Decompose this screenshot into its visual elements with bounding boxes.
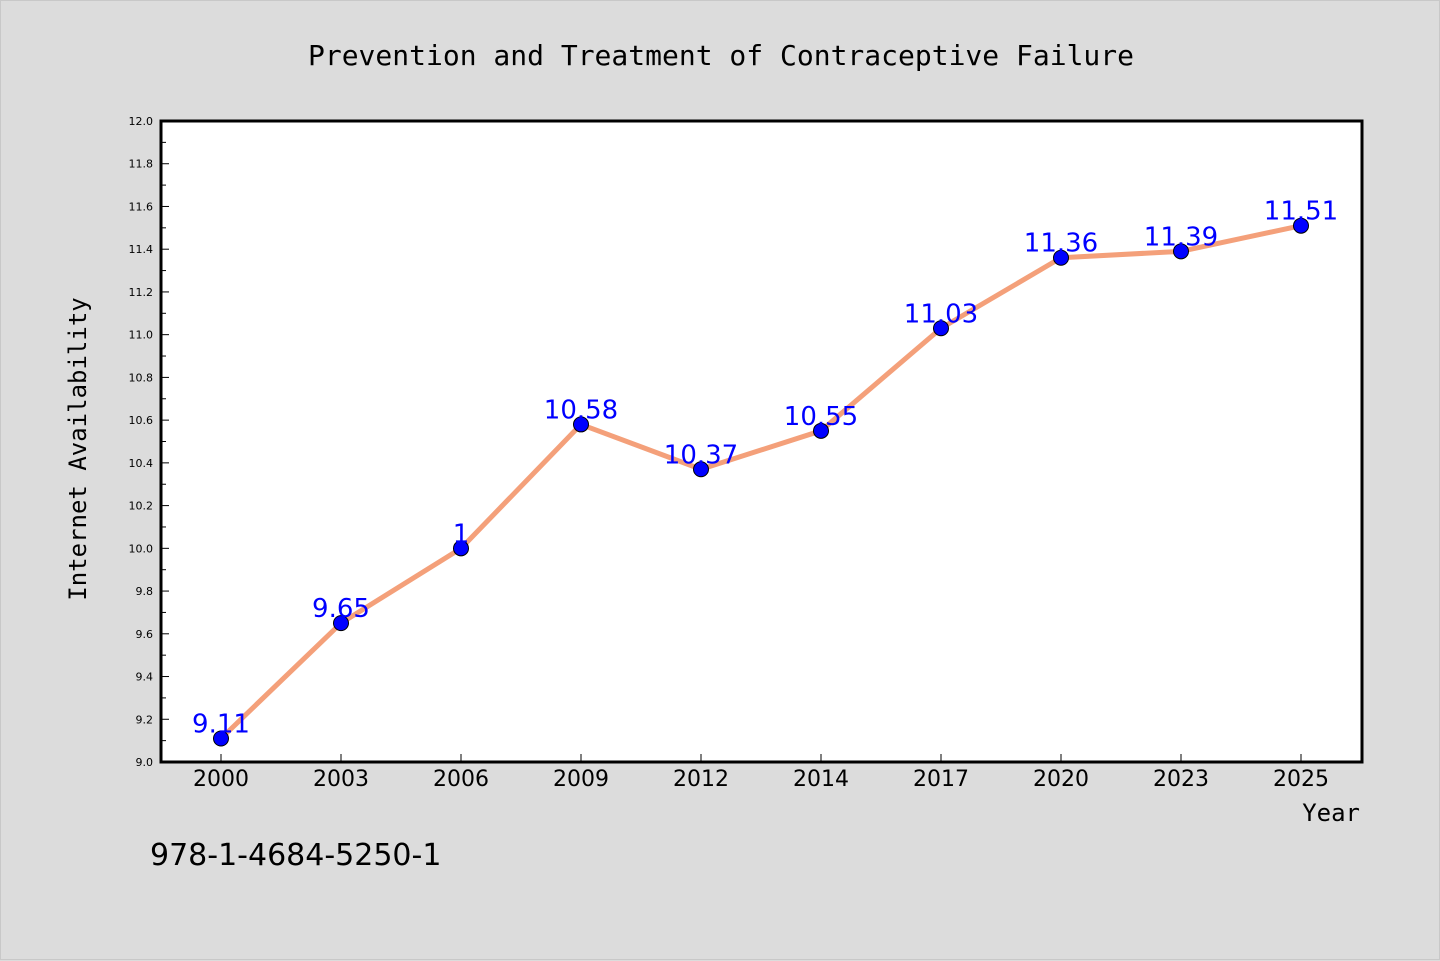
y-tick-label: 9.0 bbox=[136, 756, 154, 769]
x-tick-label: 2025 bbox=[1273, 767, 1329, 792]
y-tick-label: 10.4 bbox=[129, 457, 154, 470]
x-tick-label: 2023 bbox=[1153, 767, 1209, 792]
y-axis: 9.0 9.2 9.4 9.6 9.8 10.0 10.2 10.4 10.6 10.8 11.0 1… bbox=[129, 115, 169, 769]
y-tick-label: 12.0 bbox=[129, 115, 154, 128]
chart-title: Prevention and Treatment of Contraceptiv… bbox=[308, 39, 1134, 72]
data-point-marker bbox=[333, 615, 349, 632]
data-point-marker bbox=[573, 416, 589, 433]
data-label: 1 bbox=[453, 519, 470, 549]
data-label: 9.65 bbox=[312, 594, 370, 624]
x-tick-label: 2003 bbox=[313, 767, 369, 792]
isbn-footer: 978-1-4684-5250-1 bbox=[150, 838, 441, 873]
y-tick-label: 10.0 bbox=[129, 542, 154, 555]
data-labels: 9.11 9.65 1 10.58 10.37 10.55 11.03 11.36 11.39 1… bbox=[192, 197, 1338, 740]
data-point-marker bbox=[1053, 249, 1069, 266]
data-label: 11.36 bbox=[1024, 229, 1098, 259]
y-tick-label: 10.2 bbox=[129, 500, 154, 513]
data-point-marker bbox=[693, 461, 709, 478]
data-point-marker bbox=[453, 540, 469, 557]
data-point-marker bbox=[933, 320, 949, 337]
data-point-marker bbox=[213, 730, 229, 747]
data-label: 11.39 bbox=[1144, 222, 1218, 252]
series-markers bbox=[213, 217, 1309, 747]
plot-area bbox=[159, 119, 1364, 764]
data-point-marker bbox=[813, 422, 829, 439]
data-point-marker bbox=[1173, 243, 1189, 260]
y-tick-label: 11.8 bbox=[129, 158, 154, 171]
x-tick-label: 2014 bbox=[793, 767, 849, 792]
y-tick-label: 10.8 bbox=[129, 371, 154, 384]
data-point-marker bbox=[1293, 217, 1309, 234]
x-axis: 2000 2003 2006 2009 2012 2014 2017 2020 2023 2025 bbox=[193, 754, 1329, 792]
data-label: 10.37 bbox=[664, 440, 738, 470]
data-label: 11.51 bbox=[1264, 197, 1338, 227]
series-line bbox=[218, 223, 1304, 741]
x-tick-label: 2017 bbox=[913, 767, 969, 792]
data-label: 10.58 bbox=[544, 395, 618, 425]
x-tick-label: 2000 bbox=[193, 767, 249, 792]
y-tick-label: 11.0 bbox=[129, 329, 154, 342]
x-tick-label: 2009 bbox=[553, 767, 609, 792]
data-label: 11.03 bbox=[904, 299, 978, 329]
x-axis-title: Year bbox=[1302, 799, 1360, 827]
data-label: 10.55 bbox=[784, 402, 858, 432]
y-axis-title: Internet Availability bbox=[64, 297, 92, 600]
y-tick-label: 10.6 bbox=[129, 414, 154, 427]
data-label: 9.11 bbox=[192, 709, 250, 739]
y-tick-label: 11.4 bbox=[129, 243, 154, 256]
y-tick-label: 11.6 bbox=[129, 200, 154, 213]
y-tick-label: 11.2 bbox=[129, 286, 154, 299]
x-tick-label: 2006 bbox=[433, 767, 489, 792]
x-tick-label: 2012 bbox=[673, 767, 729, 792]
y-tick-label: 9.4 bbox=[136, 671, 154, 684]
y-tick-label: 9.8 bbox=[136, 585, 154, 598]
x-tick-label: 2020 bbox=[1033, 767, 1089, 792]
y-tick-label: 9.2 bbox=[136, 713, 154, 726]
y-tick-label: 9.6 bbox=[136, 628, 154, 641]
